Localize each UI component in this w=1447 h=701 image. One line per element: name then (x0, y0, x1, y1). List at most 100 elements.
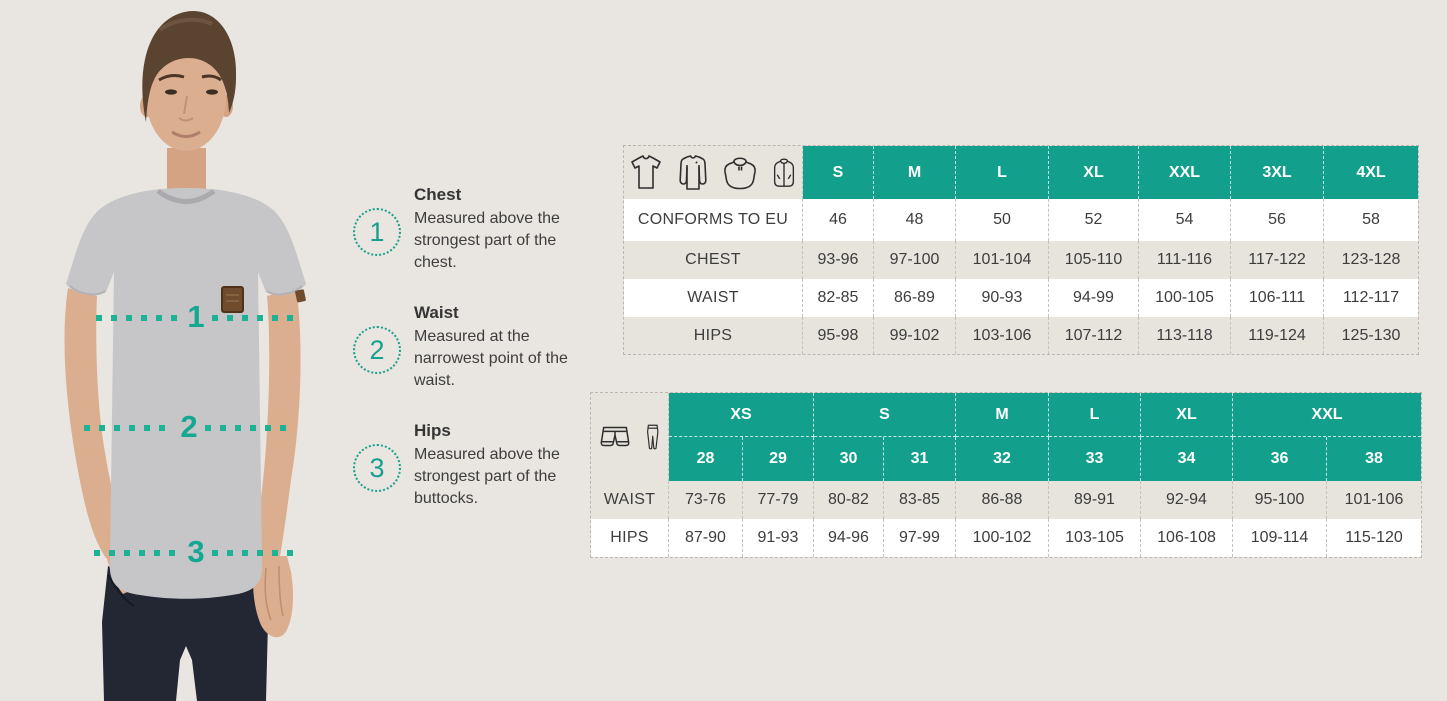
tops-size-header: 3XL (1231, 146, 1324, 199)
tops-row-label: CONFORMS TO EU (624, 199, 803, 241)
bottoms-size-table: XS S M L XL XXL 28 29 30 31 32 33 34 36 … (590, 392, 1422, 558)
tshirt-icon (630, 154, 661, 189)
table-cell: 99-102 (874, 317, 956, 354)
bottoms-group-header: XL (1141, 393, 1233, 437)
table-cell: 106-111 (1231, 279, 1324, 317)
table-cell: 101-104 (956, 241, 1049, 279)
table-cell: 93-96 (803, 241, 874, 279)
table-cell: 107-112 (1049, 317, 1139, 354)
tops-size-header: L (956, 146, 1049, 199)
tops-row-label: WAIST (624, 279, 803, 317)
guide-number: 3 (369, 452, 385, 483)
table-cell: 94-99 (1049, 279, 1139, 317)
table-cell: 86-89 (874, 279, 956, 317)
hoodie-icon (723, 156, 756, 189)
table-cell: 91-93 (743, 519, 814, 557)
table-cell: 117-122 (1231, 241, 1324, 279)
table-cell: 95-100 (1233, 481, 1327, 519)
table-cell: 73-76 (669, 481, 743, 519)
dotted-line (204, 424, 294, 431)
bottoms-row-label: WAIST (591, 481, 669, 519)
bottoms-numeric-header: 34 (1141, 437, 1233, 481)
dotted-line (96, 314, 181, 321)
guide-circle-1: 1 (353, 208, 401, 256)
bottoms-group-header: L (1049, 393, 1141, 437)
jacket-icon (773, 158, 794, 187)
table-cell: 109-114 (1233, 519, 1327, 557)
table-cell: 119-124 (1231, 317, 1324, 354)
measure-number: 2 (180, 409, 198, 444)
bottoms-numeric-header: 32 (956, 437, 1049, 481)
table-cell: 112-117 (1324, 279, 1418, 317)
bottoms-numeric-header: 29 (743, 437, 814, 481)
bottoms-numeric-header: 31 (884, 437, 956, 481)
table-cell: 105-110 (1049, 241, 1139, 279)
bottoms-numeric-header: 30 (814, 437, 884, 481)
table-cell: 56 (1231, 199, 1324, 241)
guide-title-waist: Waist (414, 303, 459, 322)
guide-circle-2: 2 (353, 326, 401, 374)
dotted-line (211, 314, 296, 321)
table-cell: 77-79 (743, 481, 814, 519)
tops-row-label: CHEST (624, 241, 803, 279)
dotted-line (94, 549, 181, 556)
bottoms-row-label: HIPS (591, 519, 669, 557)
guide-desc-chest: Measured above the strongest part of the… (414, 210, 560, 271)
bottoms-group-header: S (814, 393, 956, 437)
guide-desc-hips: Measured above the strongest part of the… (414, 446, 560, 507)
table-cell: 87-90 (669, 519, 743, 557)
guide-hips: Hips Measured above the strongest part o… (414, 421, 574, 510)
guide-number: 1 (369, 216, 385, 247)
guide-chest: Chest Measured above the strongest part … (414, 185, 574, 274)
table-cell: 101-106 (1327, 481, 1421, 519)
table-cell: 89-91 (1049, 481, 1141, 519)
tops-size-header: M (874, 146, 956, 199)
table-cell: 100-102 (956, 519, 1049, 557)
tshirt (66, 188, 306, 599)
table-cell: 86-88 (956, 481, 1049, 519)
pants-icon (647, 424, 659, 450)
guide-number: 2 (369, 334, 385, 365)
measure-line-waist: 2 (84, 409, 294, 444)
bottoms-numeric-header: 36 (1233, 437, 1327, 481)
table-cell: 52 (1049, 199, 1139, 241)
table-cell: 95-98 (803, 317, 874, 354)
guide-desc-waist: Measured at the narrowest point of the w… (414, 328, 568, 389)
dotted-line (84, 424, 174, 431)
table-cell: 83-85 (884, 481, 956, 519)
table-cell: 92-94 (1141, 481, 1233, 519)
bottoms-group-header: XS (669, 393, 814, 437)
guide-title-hips: Hips (414, 421, 451, 440)
tops-size-header: XXL (1139, 146, 1231, 199)
table-cell: 46 (803, 199, 874, 241)
guide-title-chest: Chest (414, 185, 462, 204)
longsleeve-icon (678, 154, 707, 190)
table-cell: 97-99 (884, 519, 956, 557)
bottoms-numeric-header: 33 (1049, 437, 1141, 481)
bottoms-garment-icons-cell (591, 393, 669, 481)
table-cell: 58 (1324, 199, 1418, 241)
tops-garment-icons-cell (624, 146, 803, 199)
table-cell: 103-105 (1049, 519, 1141, 557)
table-cell: 100-105 (1139, 279, 1231, 317)
bottoms-numeric-header: 28 (669, 437, 743, 481)
table-cell: 48 (874, 199, 956, 241)
table-cell: 106-108 (1141, 519, 1233, 557)
tops-row-label: HIPS (624, 317, 803, 354)
bottoms-numeric-header: 38 (1327, 437, 1421, 481)
tops-size-header: S (803, 146, 874, 199)
measure-number: 1 (187, 299, 205, 334)
tops-size-table: S M L XL XXL 3XL 4XL CONFORMS TO EU 46 4… (623, 145, 1419, 355)
pants (102, 566, 268, 701)
table-cell: 54 (1139, 199, 1231, 241)
table-cell: 50 (956, 199, 1049, 241)
table-cell: 90-93 (956, 279, 1049, 317)
table-cell: 115-120 (1327, 519, 1421, 557)
measure-line-hips: 3 (94, 534, 298, 569)
measure-number: 3 (187, 534, 205, 569)
guide-circle-3: 3 (353, 444, 401, 492)
bottoms-group-header: XXL (1233, 393, 1421, 437)
table-cell: 125-130 (1324, 317, 1418, 354)
tops-size-header: 4XL (1324, 146, 1418, 199)
